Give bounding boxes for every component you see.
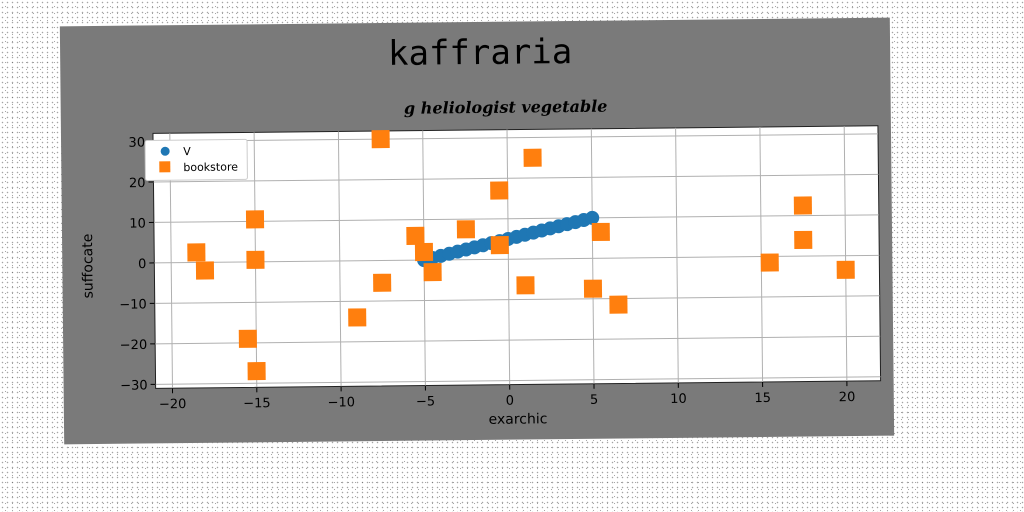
x-grid-line	[506, 129, 511, 385]
x-grid-line	[843, 126, 848, 382]
x-grid-line	[590, 128, 595, 384]
legend-box	[144, 138, 248, 181]
point-bookstore	[523, 148, 542, 167]
x-tick-label: 20	[839, 390, 856, 405]
y-grid-line	[153, 173, 879, 183]
y-tick-label: 20	[129, 176, 146, 191]
legend: V bookstore	[144, 138, 248, 181]
y-tick-label: 0	[138, 257, 146, 272]
legend-label-V: V	[183, 145, 191, 158]
legend-label-bookstore: bookstore	[183, 160, 238, 174]
y-grid-line	[154, 254, 880, 264]
point-bookstore	[195, 261, 215, 280]
chart-figure: kaffraria g heliologist vegetable −20 −15…	[59, 17, 895, 445]
legend-marker-V	[160, 146, 170, 156]
point-bookstore	[591, 222, 610, 242]
point-bookstore	[373, 273, 392, 292]
point-bookstore	[793, 196, 812, 215]
point-bookstore	[238, 329, 257, 348]
point-bookstore	[794, 230, 813, 250]
y-grid-line	[154, 295, 880, 304]
x-tick-label: −20	[159, 397, 187, 412]
point-bookstore	[836, 260, 855, 279]
point-bookstore	[456, 220, 475, 239]
y-axis-label: suffocate	[80, 234, 97, 299]
point-bookstore	[583, 279, 603, 298]
point-bookstore	[609, 295, 628, 314]
x-grid-line	[337, 131, 342, 387]
point-bookstore	[247, 362, 266, 381]
point-bookstore	[490, 181, 509, 200]
x-tick-label: 0	[506, 394, 514, 409]
x-tick-label: −5	[416, 394, 435, 409]
x-grid-line	[675, 127, 679, 383]
axis-ticks: −20 −15 −10 −5 0 5 10 15 20 −30 −20 −10 0 10 20 30	[119, 136, 856, 413]
point-bookstore	[516, 276, 535, 295]
y-grid-line	[155, 376, 881, 385]
x-tick-label: 15	[754, 391, 771, 406]
y-grid-line	[153, 214, 879, 223]
point-bookstore	[371, 130, 390, 149]
point-bookstore	[245, 210, 265, 229]
legend-marker-bookstore	[159, 161, 171, 173]
chart-title: kaffraria	[388, 32, 573, 74]
x-tick-label: 5	[590, 393, 598, 408]
point-bookstore	[760, 253, 779, 272]
grid-lines	[153, 126, 881, 389]
point-V	[585, 210, 600, 225]
point-bookstore	[348, 308, 367, 327]
point-bookstore	[490, 236, 509, 255]
y-tick-label: −30	[120, 378, 148, 393]
point-bookstore	[187, 243, 206, 262]
series-bookstore	[187, 130, 855, 381]
y-grid-line	[155, 335, 881, 345]
y-tick-label: 30	[128, 136, 145, 151]
y-tick-label: −10	[119, 297, 147, 312]
y-grid-line	[153, 133, 879, 142]
data-series	[187, 130, 855, 381]
point-bookstore	[414, 242, 434, 262]
y-tick-label: −20	[120, 338, 148, 353]
point-bookstore	[246, 250, 265, 269]
x-tick-label: −15	[243, 396, 271, 411]
x-tick-label: −10	[327, 395, 355, 410]
y-tick-label: 10	[129, 217, 146, 232]
chart-subtitle: g heliologist vegetable	[404, 97, 608, 118]
scatter-chart: kaffraria g heliologist vegetable −20 −15…	[80, 32, 882, 428]
point-bookstore	[406, 226, 425, 245]
plot-area	[152, 125, 882, 389]
point-bookstore	[423, 263, 442, 282]
x-tick-label: 10	[670, 392, 687, 407]
x-axis-label: exarchic	[488, 411, 547, 428]
